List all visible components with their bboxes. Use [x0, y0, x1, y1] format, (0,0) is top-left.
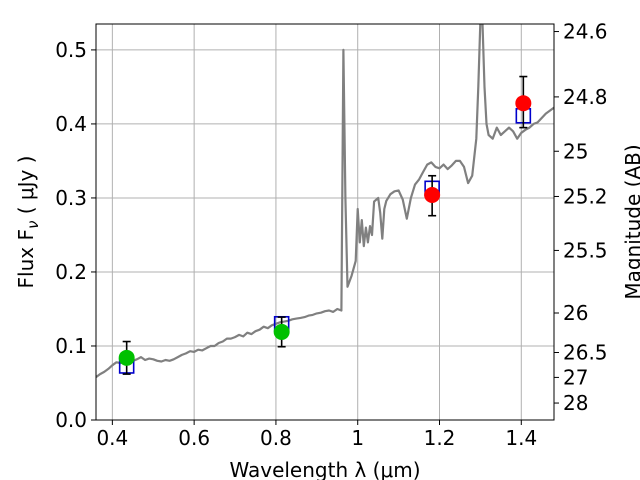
- y2-tick-label: 25: [563, 139, 588, 163]
- model-boxes: [118, 107, 532, 374]
- y2-axis-label: Magnitude (AB): [621, 144, 640, 299]
- y-axis-label-unit: ( μJy ): [14, 156, 38, 221]
- y2-tick-label: 25.2: [563, 184, 608, 208]
- y-axis-label-main: Flux F: [14, 229, 38, 288]
- error-bars: [122, 75, 528, 375]
- y-axis-label-sub: ν: [24, 221, 42, 229]
- x-tick-label: 1: [351, 426, 364, 450]
- y-tick-label: 0.4: [55, 112, 87, 136]
- x-tick-label: 0.4: [96, 426, 128, 450]
- photometry-point-red: [515, 95, 532, 112]
- x-tick-label: 0.8: [260, 426, 292, 450]
- x-ticks: 0.4 0.6 0.8 1 1.2 1.4: [96, 420, 537, 450]
- y-tick-label: 0.3: [55, 186, 87, 210]
- photometry-point-red: [424, 186, 441, 203]
- y-tick-label: 0.2: [55, 260, 87, 284]
- plot-frame: [95, 23, 555, 421]
- spectrum-line: [96, 24, 554, 378]
- y2-tick-label: 27: [563, 365, 588, 389]
- photometry-point-green: [118, 349, 135, 366]
- y2-tick-label: 24.6: [563, 20, 608, 44]
- x-tick-label: 0.6: [178, 426, 210, 450]
- photometry-point-green: [273, 323, 290, 340]
- y2-tick-label: 28: [563, 391, 588, 415]
- y2-tick-label: 26: [563, 301, 588, 325]
- y2-tick-label: 25.5: [563, 238, 608, 262]
- y-axis-label: Flux Fν ( μJy ): [14, 156, 42, 289]
- y-tick-label: 0.5: [55, 38, 87, 62]
- y-ticks: 0.0 0.1 0.2 0.3 0.4 0.5: [55, 38, 96, 432]
- x-axis-label: Wavelength λ (μm): [229, 458, 420, 480]
- y2-tick-label: 26.5: [563, 340, 608, 364]
- x-tick-label: 1.4: [505, 426, 537, 450]
- y-tick-label: 0.1: [55, 334, 87, 358]
- y2-tick-label: 24.8: [563, 85, 608, 109]
- x-tick-label: 1.2: [424, 426, 456, 450]
- photometry-points: [118, 95, 532, 366]
- y-tick-label: 0.0: [55, 408, 87, 432]
- spectrum-layer: [96, 24, 554, 378]
